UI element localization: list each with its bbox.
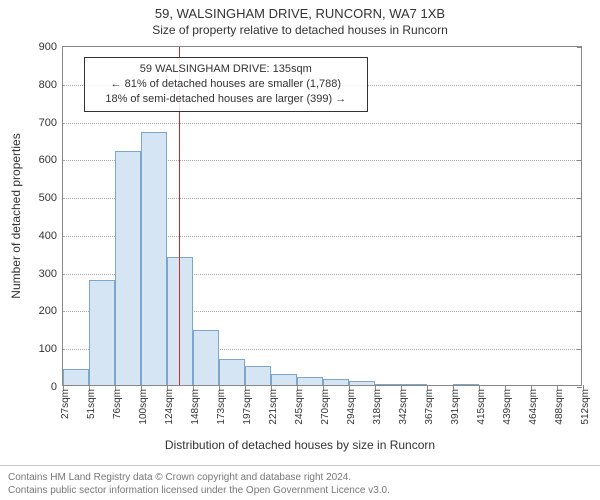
y-tick-label: 400 [39, 230, 63, 242]
annotation-line: 59 WALSINGHAM DRIVE: 135sqm [91, 62, 361, 77]
histogram-bar [375, 384, 401, 386]
histogram-bar [193, 330, 219, 385]
x-tick-label: 51sqm [86, 389, 97, 419]
y-axis-label: Number of detached properties [9, 133, 23, 298]
x-tick-label: 367sqm [424, 389, 435, 425]
histogram-bar [323, 379, 349, 385]
histogram-bar [63, 369, 89, 385]
histogram-plot: 010020030040050060070080090027sqm51sqm76… [62, 46, 582, 386]
y-tick-label: 600 [39, 154, 63, 166]
histogram-bar [89, 280, 115, 385]
x-tick-label: 27sqm [60, 389, 71, 419]
histogram-bar [167, 257, 193, 385]
page-title: 59, WALSINGHAM DRIVE, RUNCORN, WA7 1XB [0, 0, 600, 21]
x-axis-label: Distribution of detached houses by size … [0, 438, 600, 452]
y-tick-label: 200 [39, 305, 63, 317]
x-tick-label: 245sqm [294, 389, 305, 425]
x-tick-label: 391sqm [450, 389, 461, 425]
histogram-bar [245, 366, 271, 385]
annotation-line: 18% of semi-detached houses are larger (… [91, 92, 361, 107]
x-tick-label: 464sqm [528, 389, 539, 425]
y-tick-label: 500 [39, 192, 63, 204]
x-tick-label: 342sqm [398, 389, 409, 425]
x-tick-label: 294sqm [346, 389, 357, 425]
histogram-bar [115, 151, 141, 385]
footer-line-1: Contains HM Land Registry data © Crown c… [8, 472, 592, 485]
y-tick-label: 700 [39, 117, 63, 129]
page-subtitle: Size of property relative to detached ho… [0, 21, 600, 41]
x-tick-label: 100sqm [138, 389, 149, 425]
footer: Contains HM Land Registry data © Crown c… [0, 472, 600, 497]
x-tick-label: 76sqm [112, 389, 123, 419]
x-tick-label: 415sqm [476, 389, 487, 425]
x-tick-label: 173sqm [216, 389, 227, 425]
x-tick-label: 148sqm [190, 389, 201, 425]
histogram-bar [219, 359, 245, 385]
y-tick-label: 300 [39, 268, 63, 280]
x-tick-label: 197sqm [242, 389, 253, 425]
x-tick-label: 221sqm [268, 389, 279, 425]
histogram-bar [271, 374, 297, 385]
y-tick-label: 800 [39, 79, 63, 91]
y-tick-label: 100 [39, 343, 63, 355]
x-tick-label: 439sqm [502, 389, 513, 425]
x-tick-label: 124sqm [164, 389, 175, 425]
y-tick-label: 900 [39, 41, 63, 53]
footer-divider [0, 465, 600, 466]
histogram-bar [349, 381, 375, 385]
x-tick-label: 512sqm [580, 389, 591, 425]
gridline [63, 123, 581, 124]
x-tick-label: 270sqm [320, 389, 331, 425]
histogram-bar [401, 384, 427, 385]
x-tick-label: 318sqm [372, 389, 383, 425]
histogram-bar [453, 384, 479, 385]
annotation-box: 59 WALSINGHAM DRIVE: 135sqm← 81% of deta… [84, 57, 368, 112]
histogram-bar [297, 377, 323, 385]
x-tick-label: 488sqm [554, 389, 565, 425]
annotation-line: ← 81% of detached houses are smaller (1,… [91, 77, 361, 92]
histogram-bar [141, 132, 167, 385]
footer-line-2: Contains public sector information licen… [8, 485, 592, 498]
